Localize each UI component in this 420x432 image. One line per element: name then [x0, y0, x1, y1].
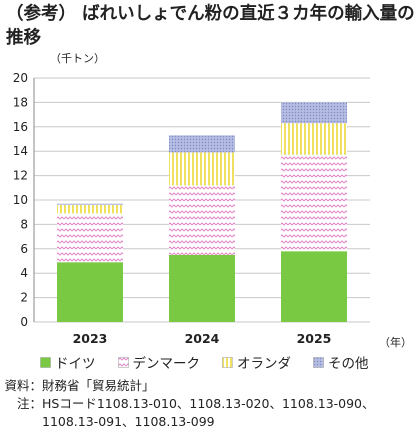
chart-title: （参考） ばれいしょでん粉の直近３カ年の輸入量の推移 [6, 4, 415, 48]
legend-item: ドイツ [40, 352, 96, 372]
note-row: 資料： 財務省「貿易統計」 [4, 377, 416, 395]
legend-label: ドイツ [55, 356, 96, 372]
notes: 資料： 財務省「貿易統計」 注： HSコード1108.13-010、1108.13-0… [4, 377, 416, 431]
bar-segment [281, 251, 347, 322]
bar-segment [57, 204, 123, 214]
legend-item: その他 [313, 352, 369, 372]
note-text: 財務省「貿易統計」 [42, 378, 155, 393]
bar-layer [57, 102, 347, 322]
legend-label: デンマーク [132, 356, 201, 372]
note-key: 資料： [4, 378, 42, 393]
bar-segment [169, 254, 235, 322]
x-tick-label: 2025 [297, 331, 332, 346]
bar-segment [169, 152, 235, 186]
legend-label: その他 [328, 356, 369, 372]
x-unit-label: （年） [379, 335, 412, 349]
legend-swatch [40, 356, 51, 368]
x-tick-label: 2024 [185, 331, 220, 346]
y-tick-label: 16 [13, 120, 28, 134]
chart-svg: 0 2 4 6 8 10 12 14 16 18 20 2023 2024 2025 （千トン） （年） [13, 52, 412, 349]
note-row: 注： HSコード1108.13-010、1108.13-020、1108.13-0… [4, 395, 416, 431]
bar-segment [169, 185, 235, 255]
y-tick-label: 2 [20, 291, 28, 305]
note-key: 注： [16, 396, 42, 411]
note-text: HSコード1108.13-010、1108.13-020、1108.13-090… [42, 396, 375, 429]
y-unit-label: （千トン） [50, 52, 105, 65]
y-tick-label: 12 [13, 169, 28, 183]
axis-layer: 0 2 4 6 8 10 12 14 16 18 20 2023 2024 2025 [13, 71, 332, 346]
y-tick-label: 18 [13, 95, 28, 109]
x-tick-label: 2023 [73, 331, 108, 346]
legend-label: オランダ [237, 356, 291, 372]
legend-swatch [313, 356, 324, 368]
bar-segment [57, 262, 123, 322]
y-tick-label: 20 [13, 71, 28, 85]
y-tick-label: 14 [13, 144, 28, 158]
bar-segment [57, 203, 123, 205]
legend-item: デンマーク [117, 352, 201, 372]
bar-segment [57, 213, 123, 263]
bar-segment [281, 154, 347, 252]
y-tick-label: 10 [13, 193, 28, 207]
bar-segment [169, 135, 235, 153]
y-tick-label: 8 [20, 217, 28, 231]
bar-segment [281, 102, 347, 124]
y-tick-label: 6 [20, 242, 28, 256]
y-tick-label: 4 [20, 266, 28, 280]
legend-swatch [117, 356, 129, 368]
bar-segment [281, 123, 347, 155]
legend-swatch [222, 356, 233, 368]
legend-item: オランダ [222, 352, 291, 372]
y-tick-label: 0 [20, 315, 28, 329]
chart-legend: ドイツ デンマーク オランダ [40, 352, 410, 372]
